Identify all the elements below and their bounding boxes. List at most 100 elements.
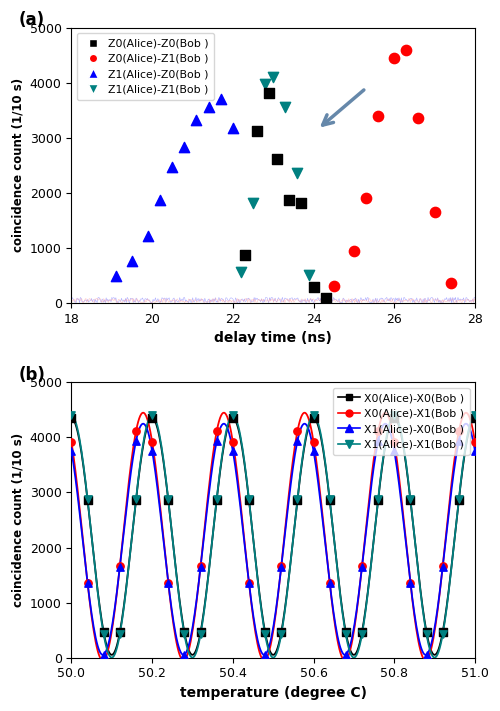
Point [180, 629, 188, 640]
Text: (b): (b) [19, 365, 46, 384]
Y-axis label: coincidence count (1/10 s): coincidence count (1/10 s) [11, 433, 24, 607]
Point [148, 445, 156, 456]
Point [374, 494, 382, 506]
Point [326, 577, 334, 589]
Point [212, 426, 220, 437]
Point [265, 87, 273, 98]
Point [310, 282, 318, 293]
Point [438, 626, 446, 638]
Point [390, 436, 398, 447]
Point [180, 141, 188, 153]
Point [406, 493, 414, 505]
Point [342, 649, 350, 661]
Point [148, 436, 156, 447]
Point [374, 110, 382, 122]
Point [68, 436, 76, 447]
Point [277, 629, 285, 640]
Point [68, 412, 76, 424]
Point [196, 562, 204, 573]
Point [277, 562, 285, 573]
Point [358, 629, 366, 640]
Point [237, 267, 245, 278]
Point [156, 194, 164, 205]
Point [212, 493, 220, 505]
Point [229, 436, 237, 447]
Point [358, 561, 366, 572]
Point [68, 445, 76, 456]
Point [471, 445, 479, 456]
Point [374, 436, 382, 447]
Point [196, 561, 204, 572]
Point [322, 292, 330, 304]
Point [132, 426, 140, 437]
Legend: X0(Alice)-X0(Bob ), X0(Alice)-X1(Bob ), X1(Alice)-X0(Bob ), X1(Alice)-X1(Bob ): X0(Alice)-X0(Bob ), X0(Alice)-X1(Bob ), … [332, 387, 469, 455]
Point [406, 494, 414, 506]
Point [128, 255, 136, 267]
Point [406, 577, 414, 589]
Point [446, 277, 454, 289]
Point [249, 197, 257, 208]
Point [100, 654, 108, 665]
Point [455, 493, 463, 505]
Point [455, 426, 463, 437]
Point [294, 426, 302, 437]
Point [180, 649, 188, 661]
Point [245, 577, 253, 589]
Point [294, 436, 302, 447]
Point [326, 493, 334, 505]
Point [100, 626, 108, 638]
Point [261, 654, 269, 665]
Point [310, 412, 318, 424]
Point [68, 410, 76, 421]
Point [168, 161, 176, 173]
Point [261, 629, 269, 640]
Point [253, 125, 261, 137]
Point [229, 445, 237, 456]
Point [438, 629, 446, 640]
Point [310, 436, 318, 447]
X-axis label: delay time (ns): delay time (ns) [214, 331, 332, 345]
Point [269, 71, 277, 82]
Text: (a): (a) [19, 11, 45, 29]
Point [212, 436, 220, 447]
Point [342, 629, 350, 640]
Point [362, 193, 370, 204]
Point [471, 436, 479, 447]
Point [84, 577, 92, 589]
Point [180, 654, 188, 665]
Point [245, 493, 253, 505]
Point [471, 410, 479, 421]
Point [116, 626, 124, 638]
Point [294, 167, 302, 178]
Point [390, 412, 398, 424]
Point [298, 197, 306, 208]
Point [204, 101, 212, 112]
Point [116, 562, 124, 573]
Point [310, 410, 318, 421]
Point [164, 577, 172, 589]
Point [286, 194, 294, 205]
Point [342, 654, 350, 665]
Point [342, 626, 350, 638]
Point [455, 494, 463, 506]
Point [196, 629, 204, 640]
Point [84, 577, 92, 588]
Point [374, 426, 382, 437]
Point [164, 493, 172, 505]
Point [277, 626, 285, 638]
Point [180, 626, 188, 638]
Point [241, 250, 249, 261]
Point [116, 561, 124, 572]
Point [116, 629, 124, 640]
Point [229, 412, 237, 424]
Point [471, 412, 479, 424]
Point [310, 445, 318, 456]
Point [144, 230, 152, 241]
Point [422, 649, 430, 661]
Point [438, 561, 446, 572]
Point [390, 445, 398, 456]
Point [277, 561, 285, 572]
Point [422, 654, 430, 665]
Point [148, 410, 156, 421]
Point [229, 410, 237, 421]
